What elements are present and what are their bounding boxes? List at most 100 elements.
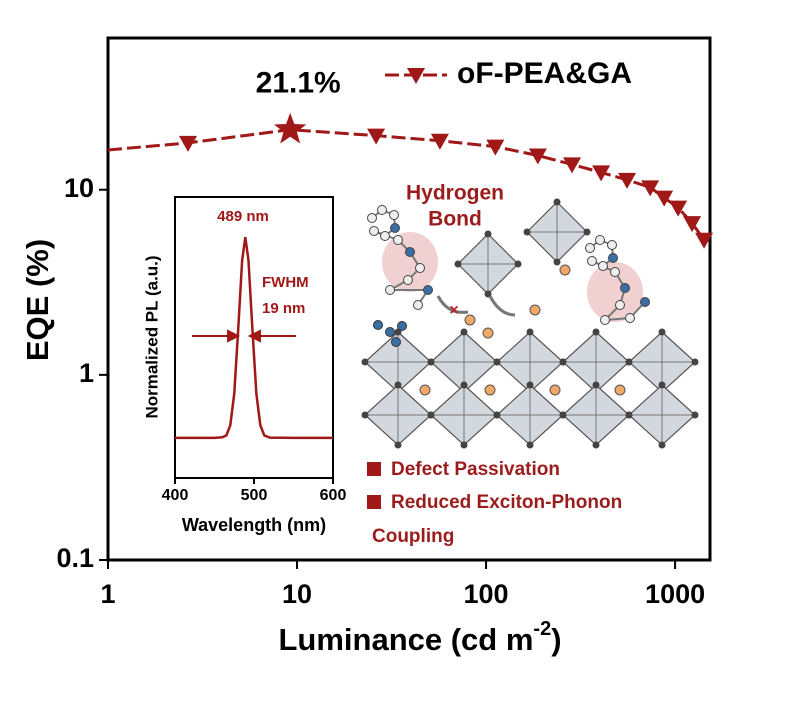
y-tick-label: 1 (79, 358, 94, 388)
marker (486, 139, 505, 156)
atom (620, 283, 630, 293)
atom (397, 321, 407, 331)
atom (523, 228, 531, 236)
atom (460, 328, 468, 336)
bullet (367, 495, 381, 509)
fwhm-arrows (192, 329, 296, 343)
h-bond-glow (587, 262, 643, 322)
atom (361, 411, 369, 419)
atom (394, 381, 402, 389)
marker (618, 172, 637, 189)
inset-annotation: FWHM (262, 274, 309, 291)
atom (658, 328, 666, 336)
atom (493, 358, 501, 366)
cation (464, 314, 476, 326)
marker (695, 232, 714, 249)
data-label: 21.1% (256, 67, 341, 100)
atom (526, 441, 534, 449)
blocked-mark: × (449, 302, 458, 319)
atom (658, 441, 666, 449)
atom (559, 411, 567, 419)
atom (361, 358, 369, 366)
legend-label: oF-PEA&GA (457, 57, 632, 90)
cation (419, 384, 431, 396)
marker (430, 133, 449, 150)
x-tick-label: 100 (464, 579, 509, 609)
atom (367, 213, 377, 223)
atom (484, 290, 492, 298)
atom (390, 223, 400, 233)
x-tick-label: 500 (241, 487, 268, 504)
x-tick-label: 1 (100, 579, 115, 609)
atom (553, 198, 561, 206)
atom (600, 315, 610, 325)
atom (385, 327, 395, 337)
atom (394, 441, 402, 449)
x-axis-label: Luminance (cd m-2) (278, 618, 561, 657)
atom (380, 231, 390, 241)
diagram-label: Hydrogen (406, 182, 504, 205)
x-tick-label: 600 (320, 487, 347, 504)
atom (559, 358, 567, 366)
marker (367, 128, 386, 145)
atom (454, 260, 462, 268)
atom (460, 381, 468, 389)
atom (608, 253, 618, 263)
y-tick-label: 0.1 (56, 543, 94, 573)
marker (179, 135, 198, 152)
y-axis-label: EQE (%) (20, 239, 55, 361)
diagram-label: Bond (428, 208, 482, 231)
cation (559, 264, 571, 276)
bullet (367, 462, 381, 476)
atom (640, 297, 650, 307)
atom (587, 256, 597, 266)
atom (592, 328, 600, 336)
atom (610, 267, 620, 277)
atom (405, 247, 415, 257)
atom (625, 411, 633, 419)
diffusion-arrow (488, 295, 516, 317)
x-tick-label: 1000 (645, 579, 705, 609)
atom (691, 358, 699, 366)
marker (592, 165, 611, 182)
atom (377, 205, 387, 215)
plot-frame (106, 36, 712, 562)
diffusion-arrow (436, 295, 469, 314)
y-tick-label: 10 (64, 173, 94, 203)
atom (592, 381, 600, 389)
atom (423, 285, 433, 295)
marker-star (274, 112, 307, 144)
atom (658, 381, 666, 389)
atom (514, 260, 522, 268)
atom (427, 358, 435, 366)
atom (369, 226, 379, 236)
marker (683, 216, 702, 233)
atom (526, 381, 534, 389)
marker (669, 200, 688, 217)
marker (563, 157, 582, 174)
marker (655, 190, 674, 207)
cation (484, 384, 496, 396)
atom (625, 313, 635, 323)
inset-annotation: 19 nm (262, 300, 305, 317)
cation (549, 384, 561, 396)
h-bond-glow (382, 232, 438, 292)
atom (625, 358, 633, 366)
atom (592, 441, 600, 449)
cation (529, 304, 541, 316)
bullet-text: Reduced Exciton-Phonon (391, 492, 622, 513)
legend-marker (407, 68, 425, 84)
atom (427, 411, 435, 419)
atom (526, 328, 534, 336)
bullet-text: Defect Passivation (391, 459, 560, 480)
inset-y-label: Normalized PL (a.u.) (142, 255, 161, 418)
atom (598, 261, 608, 271)
atom (373, 320, 383, 330)
atom (389, 210, 399, 220)
atom (415, 263, 425, 273)
atom (553, 258, 561, 266)
atom (385, 285, 395, 295)
atom (691, 411, 699, 419)
atom (607, 240, 617, 250)
